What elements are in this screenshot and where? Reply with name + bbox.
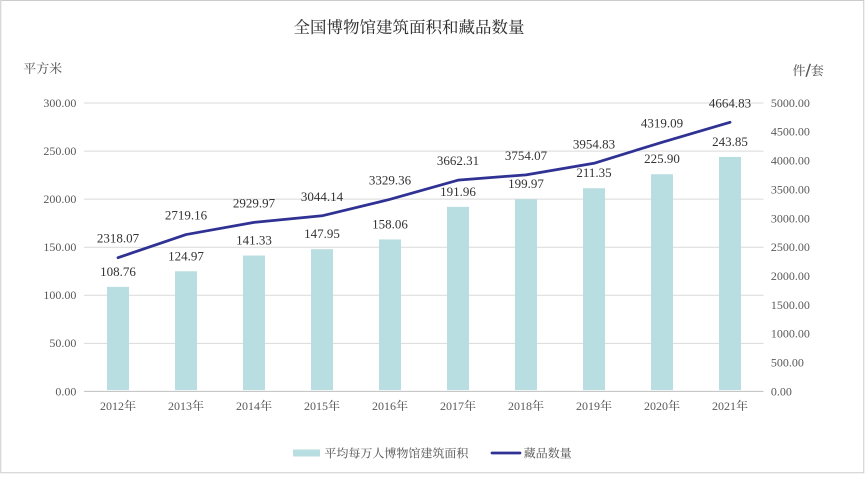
svg-text:3662.31: 3662.31	[437, 153, 479, 168]
svg-text:141.33: 141.33	[236, 233, 272, 248]
svg-text:2021: 2021	[712, 399, 736, 413]
svg-text:3044.14: 3044.14	[301, 189, 344, 204]
svg-text:1000.00: 1000.00	[771, 327, 810, 341]
svg-text:4664.83: 4664.83	[709, 95, 751, 110]
svg-text:3000.00: 3000.00	[771, 211, 810, 225]
svg-text:2318.07: 2318.07	[97, 231, 140, 246]
svg-text:2015: 2015	[304, 399, 328, 413]
svg-text:5000.00: 5000.00	[771, 96, 810, 110]
svg-text:3954.83: 3954.83	[573, 136, 615, 151]
svg-text:2018: 2018	[508, 399, 532, 413]
svg-text:100.00: 100.00	[43, 288, 76, 302]
svg-text:4500.00: 4500.00	[771, 125, 810, 139]
svg-text:2017: 2017	[440, 399, 464, 413]
svg-text:199.97: 199.97	[508, 176, 544, 191]
svg-text:2012: 2012	[100, 399, 124, 413]
svg-text:3754.07: 3754.07	[505, 148, 548, 163]
svg-text:191.96: 191.96	[440, 184, 476, 199]
svg-text:2500.00: 2500.00	[771, 240, 810, 254]
svg-text:2719.16: 2719.16	[165, 208, 208, 223]
svg-text:2016: 2016	[372, 399, 396, 413]
svg-text:2020: 2020	[644, 399, 668, 413]
svg-text:4000.00: 4000.00	[771, 154, 810, 168]
svg-text:2000.00: 2000.00	[771, 269, 810, 283]
svg-text:225.90: 225.90	[644, 151, 680, 166]
svg-text:2014: 2014	[236, 399, 260, 413]
svg-text:3500.00: 3500.00	[771, 182, 810, 196]
svg-text:147.95: 147.95	[304, 226, 340, 241]
svg-text:108.76: 108.76	[100, 264, 136, 279]
svg-text:0.00: 0.00	[55, 384, 76, 398]
svg-text:124.97: 124.97	[168, 248, 204, 263]
svg-text:300.00: 300.00	[43, 96, 76, 110]
svg-text:211.35: 211.35	[576, 165, 611, 180]
svg-text:243.85: 243.85	[712, 134, 748, 149]
svg-text:0.00: 0.00	[771, 384, 792, 398]
svg-text:4319.09: 4319.09	[641, 115, 683, 130]
svg-text:158.06: 158.06	[372, 216, 408, 231]
svg-text:250.00: 250.00	[43, 144, 76, 158]
svg-text:200.00: 200.00	[43, 192, 76, 206]
svg-text:1500.00: 1500.00	[771, 298, 810, 312]
svg-text:500.00: 500.00	[771, 356, 804, 370]
svg-text:2019: 2019	[576, 399, 600, 413]
svg-text:50.00: 50.00	[49, 336, 76, 350]
svg-text:2929.97: 2929.97	[233, 195, 276, 210]
svg-text:2013: 2013	[168, 399, 192, 413]
svg-text:150.00: 150.00	[43, 240, 76, 254]
svg-text:3329.36: 3329.36	[369, 172, 412, 187]
